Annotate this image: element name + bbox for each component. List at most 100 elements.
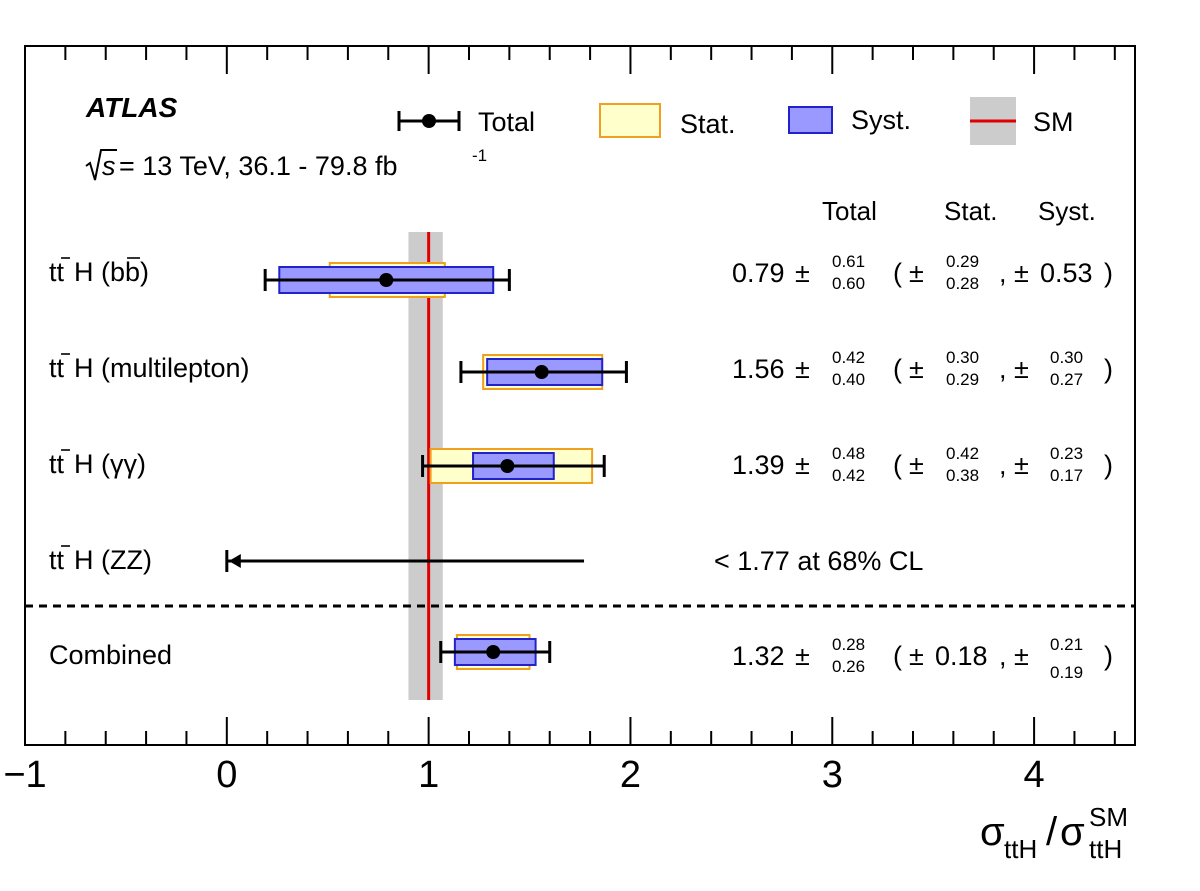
- svg-text:0.28: 0.28: [832, 635, 865, 654]
- svg-text:(multilepton): (multilepton): [101, 353, 250, 383]
- zz-marks: [225, 550, 585, 572]
- bb-central-point: [379, 273, 394, 287]
- row-label-multilepton: tt H (multilepton): [49, 353, 250, 383]
- svg-text:0.26: 0.26: [832, 657, 865, 676]
- gammagamma-marks: [421, 448, 606, 484]
- svg-text:0.29: 0.29: [946, 252, 979, 271]
- svg-text:,: ,: [999, 258, 1007, 288]
- svg-text:0.60: 0.60: [832, 274, 865, 293]
- svg-text:0.30: 0.30: [1050, 348, 1083, 367]
- experiment-label: ATLAS: [85, 92, 178, 123]
- multilepton-marks: [459, 354, 628, 390]
- svg-text:±: ±: [1014, 354, 1029, 384]
- column-header-total: Total: [822, 196, 877, 226]
- column-header-syst: Syst.: [1038, 196, 1096, 226]
- sqrt-s-text: s: [102, 151, 116, 181]
- legend-total-label: Total: [478, 107, 535, 137]
- svg-text:±: ±: [1014, 450, 1029, 480]
- svg-text:0.17: 0.17: [1050, 466, 1083, 485]
- svg-text:0.21: 0.21: [1050, 635, 1083, 654]
- energy-label: s = 13 TeV, 36.1 - 79.8 fb -1: [85, 146, 487, 181]
- x-tick-label: 3: [822, 754, 843, 796]
- svg-text:0.42: 0.42: [832, 466, 865, 485]
- svg-text:±: ±: [1014, 258, 1029, 288]
- svg-text:±: ±: [795, 354, 810, 384]
- svg-text:0.48: 0.48: [832, 444, 865, 463]
- svg-text:1.32: 1.32: [732, 641, 785, 671]
- values-multilepton: 1.56 ± 0.42 0.40 ( ± 0.30 0.29 , ± 0.30 …: [732, 348, 1113, 389]
- legend-syst-swatch: [788, 106, 833, 134]
- legend: Total Stat. Syst. SM: [397, 97, 1074, 145]
- svg-text:,: ,: [999, 450, 1007, 480]
- x-axis-title: σ ttH / σ SM ttH: [980, 802, 1128, 864]
- row-label-gammagamma: tt H (γγ): [49, 449, 146, 479]
- svg-text:0.18: 0.18: [935, 641, 988, 671]
- svg-text:±: ±: [795, 641, 810, 671]
- x-axis-tick-labels: −1 0 1 2 3 4: [3, 754, 1044, 796]
- gammagamma-central-point: [500, 459, 515, 473]
- svg-text:(bb): (bb): [101, 257, 149, 287]
- svg-text:1.56: 1.56: [732, 354, 785, 384]
- svg-text:(ZZ): (ZZ): [101, 545, 152, 575]
- svg-text:±: ±: [909, 641, 924, 671]
- values-gammagamma: 1.39 ± 0.48 0.42 ( ± 0.42 0.38 , ± 0.23 …: [732, 444, 1113, 485]
- lumi-exponent: -1: [472, 146, 487, 165]
- svg-text:0.38: 0.38: [946, 466, 979, 485]
- svg-text:±: ±: [909, 450, 924, 480]
- measurement-marks: [225, 262, 628, 670]
- values-bb: 0.79 ± 0.61 0.60 ( ± 0.29 0.28 , ± 0.53 …: [732, 252, 1113, 293]
- svg-text:): ): [1104, 641, 1113, 671]
- svg-text:0.79: 0.79: [732, 258, 785, 288]
- column-header-stat: Stat.: [944, 196, 997, 226]
- legend-stat-swatch: [599, 103, 661, 138]
- svg-text:(: (: [893, 641, 902, 671]
- bb-marks: [263, 262, 511, 298]
- svg-text:(γγ): (γγ): [101, 449, 146, 479]
- row-label-zz: tt H (ZZ): [49, 545, 152, 575]
- svg-text:0.61: 0.61: [832, 252, 865, 271]
- svg-text:±: ±: [1014, 641, 1029, 671]
- svg-text:tt: tt: [49, 449, 65, 479]
- svg-text:(: (: [893, 258, 902, 288]
- svg-text:SM: SM: [1089, 802, 1128, 832]
- x-tick-label: 4: [1024, 754, 1045, 796]
- svg-text:0.28: 0.28: [946, 274, 979, 293]
- svg-text:±: ±: [795, 450, 810, 480]
- svg-text:0.30: 0.30: [946, 348, 979, 367]
- combined-marks: [439, 634, 552, 670]
- svg-text:σ: σ: [980, 810, 1005, 854]
- values-combined: 1.32 ± 0.28 0.26 ( ± 0.18 , ± 0.21 0.19 …: [732, 635, 1113, 682]
- svg-text:tt: tt: [49, 257, 65, 287]
- row-label-bb: tt H (bb): [49, 257, 149, 287]
- x-tick-label: −1: [3, 754, 46, 796]
- combined-central-point: [486, 645, 501, 659]
- svg-text:0.27: 0.27: [1050, 370, 1083, 389]
- svg-text:H: H: [74, 353, 94, 383]
- svg-text:H: H: [74, 449, 94, 479]
- x-axis-ticks: [64, 46, 1116, 745]
- svg-text:tt: tt: [49, 545, 65, 575]
- plot-frame: [24, 45, 1136, 746]
- svg-text:0.42: 0.42: [946, 444, 979, 463]
- svg-text:H: H: [74, 257, 94, 287]
- svg-text:0.19: 0.19: [1050, 663, 1083, 682]
- legend-sm-label: SM: [1033, 107, 1074, 137]
- svg-text:±: ±: [909, 354, 924, 384]
- svg-text:tt: tt: [49, 353, 65, 383]
- svg-text:): ): [1104, 354, 1113, 384]
- svg-text:): ): [1104, 258, 1113, 288]
- svg-text:,: ,: [999, 354, 1007, 384]
- legend-syst-label: Syst.: [851, 105, 911, 135]
- svg-text:H: H: [74, 545, 94, 575]
- svg-text:±: ±: [795, 258, 810, 288]
- svg-text:0.40: 0.40: [832, 370, 865, 389]
- svg-text:0.53: 0.53: [1040, 258, 1093, 288]
- svg-text:(: (: [893, 450, 902, 480]
- svg-text:ttH: ttH: [1004, 834, 1037, 864]
- x-tick-label: 0: [216, 754, 237, 796]
- svg-text:/: /: [1046, 810, 1058, 854]
- sqrt-symbol: [85, 149, 117, 181]
- svg-text:): ): [1104, 450, 1113, 480]
- energy-lumi-text: = 13 TeV, 36.1 - 79.8 fb: [119, 151, 397, 181]
